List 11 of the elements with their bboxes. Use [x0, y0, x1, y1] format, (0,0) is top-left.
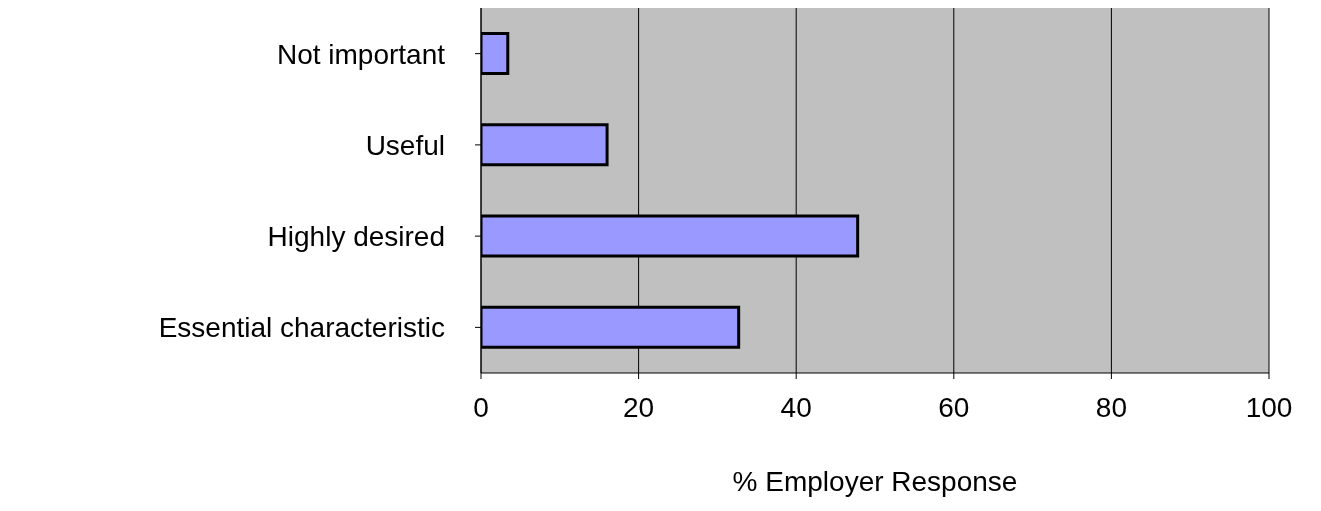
- y-tick-label: Highly desired: [267, 221, 445, 253]
- x-tick-label: 0: [473, 391, 489, 423]
- y-tick-label: Useful: [365, 129, 445, 161]
- x-tick-label: 60: [938, 391, 970, 423]
- y-tick-label: Essential characteristic: [158, 312, 445, 344]
- y-tick-label: Not important: [276, 38, 446, 70]
- x-tick-label: 20: [623, 391, 655, 423]
- x-tick-label: 100: [1245, 391, 1293, 423]
- x-tick-label: 80: [1095, 391, 1127, 423]
- x-tick-label: 40: [780, 391, 812, 423]
- x-axis-title: % Employer Response: [732, 466, 1018, 497]
